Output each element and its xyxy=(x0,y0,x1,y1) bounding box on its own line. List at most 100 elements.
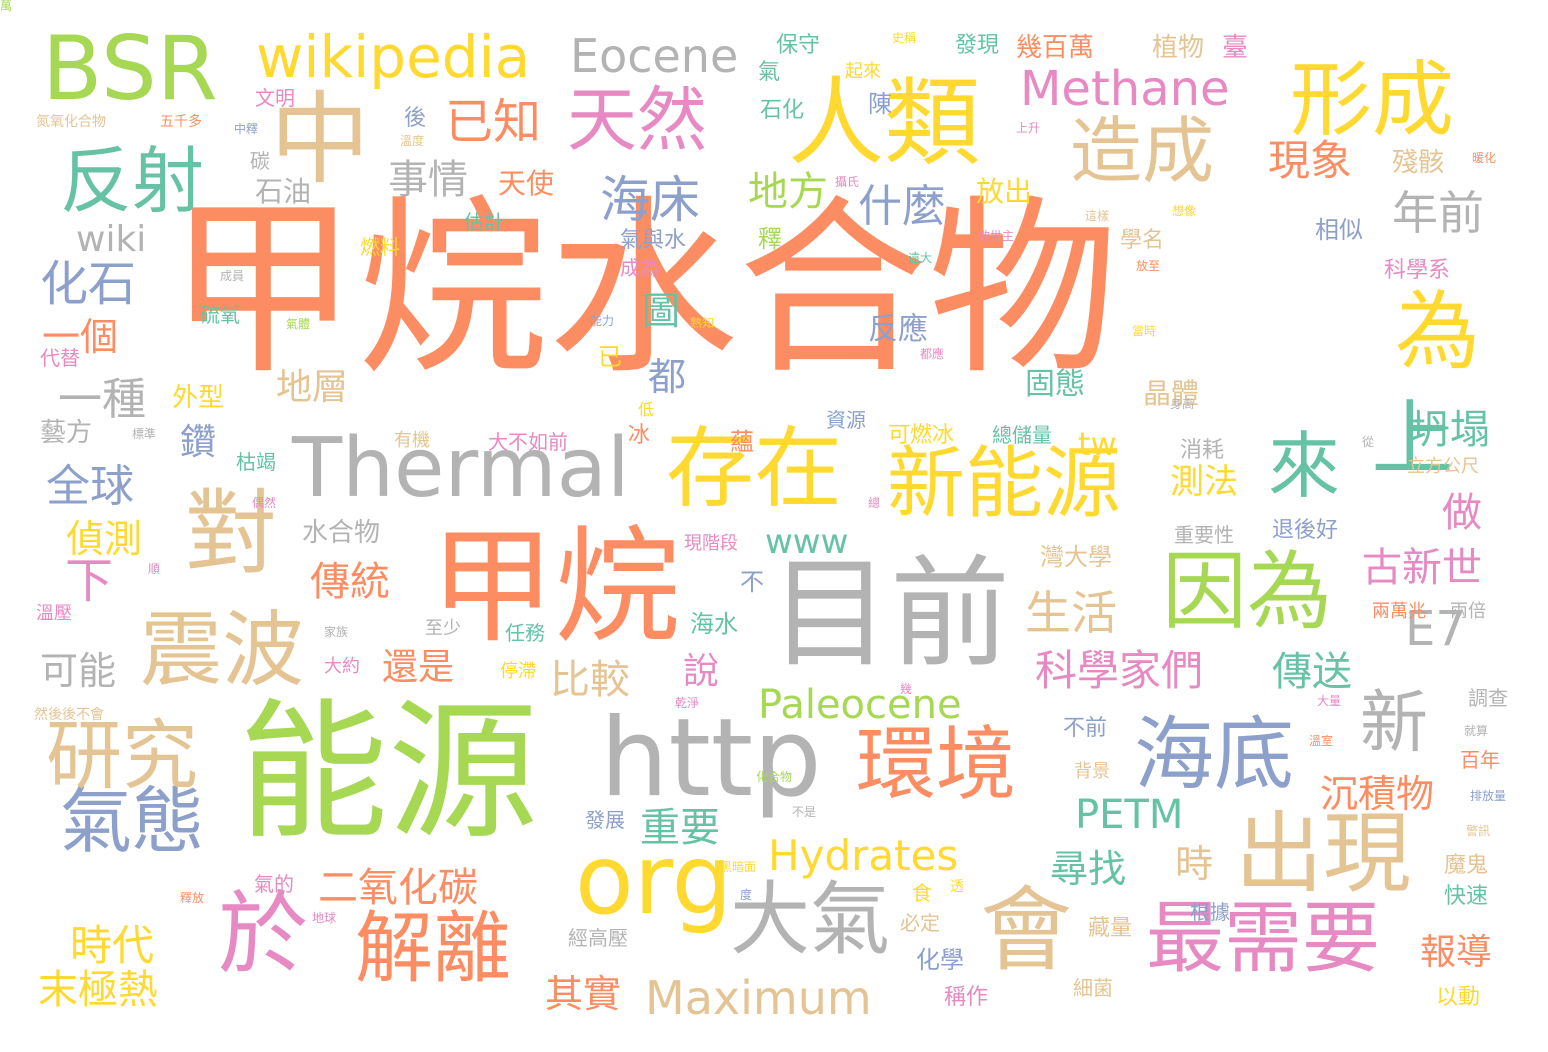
word: 能力 xyxy=(590,314,615,328)
word: 這樣 xyxy=(1085,209,1110,223)
word: 全球 xyxy=(46,461,134,512)
word: 氣體 xyxy=(286,317,311,331)
word: 溫度 xyxy=(400,134,425,148)
word: 不前 xyxy=(1063,716,1108,741)
word: 順 xyxy=(148,562,161,576)
word: 反應 xyxy=(868,312,928,347)
word: 天使 xyxy=(498,167,555,200)
word: 兩倍 xyxy=(1450,601,1486,622)
word: 釋 xyxy=(758,225,782,253)
word: 灣大學 xyxy=(1040,543,1112,571)
word: 來 xyxy=(1268,424,1341,508)
word: 晶體 xyxy=(1143,377,1200,410)
word: 生活 xyxy=(1025,586,1117,640)
word: 研究 xyxy=(46,711,198,800)
word: 已 xyxy=(598,343,622,371)
word: 立方公尺 xyxy=(1407,456,1479,477)
word: 透 xyxy=(950,879,964,895)
word: 一種 xyxy=(58,374,146,425)
word: 植物 xyxy=(1152,33,1205,63)
word: 石化 xyxy=(760,98,805,123)
word: 救世主 xyxy=(978,229,1015,243)
word: 還是 xyxy=(382,647,455,688)
word: 氣的 xyxy=(254,872,294,896)
word: wikipedia xyxy=(256,23,531,91)
word: 放出 xyxy=(976,175,1033,208)
word: 學名 xyxy=(1120,228,1165,253)
word: 成為 xyxy=(620,256,660,280)
word: 百年 xyxy=(1460,748,1500,772)
word: 溫室 xyxy=(1309,734,1334,748)
word: 年前 xyxy=(1392,186,1484,240)
word: 坍塌 xyxy=(1410,407,1490,453)
word: 藝方 xyxy=(40,418,93,448)
word: 會 xyxy=(980,877,1073,984)
word: 新 xyxy=(1360,684,1429,763)
word: tw xyxy=(1078,425,1117,463)
word: www xyxy=(765,522,849,562)
word: 稱作 xyxy=(944,985,989,1010)
word: 傳統 xyxy=(310,559,390,605)
word: 現階段 xyxy=(684,533,738,554)
word: 形成 xyxy=(1290,53,1455,148)
word: 傳送 xyxy=(1272,649,1352,695)
word: 有機 xyxy=(394,430,430,451)
word: 化合物 xyxy=(756,770,793,784)
word: 任務 xyxy=(505,621,545,645)
word: 退後好 xyxy=(1272,518,1339,543)
word: 暖化 xyxy=(1472,151,1497,165)
word: 然後後不會 xyxy=(34,707,104,723)
word: 解離 xyxy=(355,904,512,994)
word: 快速 xyxy=(1444,884,1489,909)
word: 硫氧 xyxy=(200,303,240,327)
word: 食 xyxy=(912,881,932,905)
word: 出現 xyxy=(1235,802,1412,905)
word: 地球 xyxy=(312,911,337,925)
word: 環境 xyxy=(856,718,1016,811)
word: 總儲量 xyxy=(992,423,1052,447)
word: 可能 xyxy=(40,649,117,693)
word: 氣態 xyxy=(60,779,205,863)
word: wiki xyxy=(76,219,147,260)
word: 根據 xyxy=(1190,900,1230,924)
word: 發現 xyxy=(955,33,1000,58)
word: 總 xyxy=(868,496,881,510)
word: 大約 xyxy=(324,656,360,677)
word: http xyxy=(600,696,822,821)
word: 中 xyxy=(270,81,370,198)
word: 臺 xyxy=(1222,33,1249,63)
word: 細菌 xyxy=(1073,976,1113,1000)
word: Thermal xyxy=(292,421,630,516)
word: 碳 xyxy=(250,149,270,173)
word: 警訊 xyxy=(1466,824,1491,838)
word: 枯竭 xyxy=(236,450,276,474)
word: 幾百萬 xyxy=(1016,33,1095,63)
word: 為 xyxy=(1395,283,1481,382)
word: 身高 xyxy=(1170,397,1195,411)
word: 遠大 xyxy=(908,251,933,265)
word: 新能源 xyxy=(887,439,1122,529)
word: 測法 xyxy=(1170,462,1238,502)
word: 標準 xyxy=(132,427,157,441)
word: 五千多 xyxy=(160,114,202,130)
word: 什麼 xyxy=(858,181,946,232)
word: 燃料 xyxy=(360,235,400,259)
word: 報導 xyxy=(1420,932,1493,973)
word: 上升 xyxy=(1016,121,1041,135)
word: 科學家們 xyxy=(1035,646,1204,695)
word: 可燃冰 xyxy=(888,423,955,448)
word: 文明 xyxy=(255,86,295,110)
word: 偶然 xyxy=(252,496,277,510)
word: Methane xyxy=(1020,61,1230,117)
word: 幾 xyxy=(900,682,913,696)
word: 人類 xyxy=(788,67,980,179)
word: 反射 xyxy=(60,139,205,223)
word: 水合物 xyxy=(302,518,381,548)
word: 氣與水 xyxy=(620,228,687,253)
word: 石油 xyxy=(255,175,312,208)
word: 萬 xyxy=(0,0,13,13)
word: 低 xyxy=(638,400,655,419)
word: 偵測 xyxy=(66,517,143,561)
word: 都應 xyxy=(920,347,945,361)
word: 溫壓 xyxy=(36,603,72,624)
